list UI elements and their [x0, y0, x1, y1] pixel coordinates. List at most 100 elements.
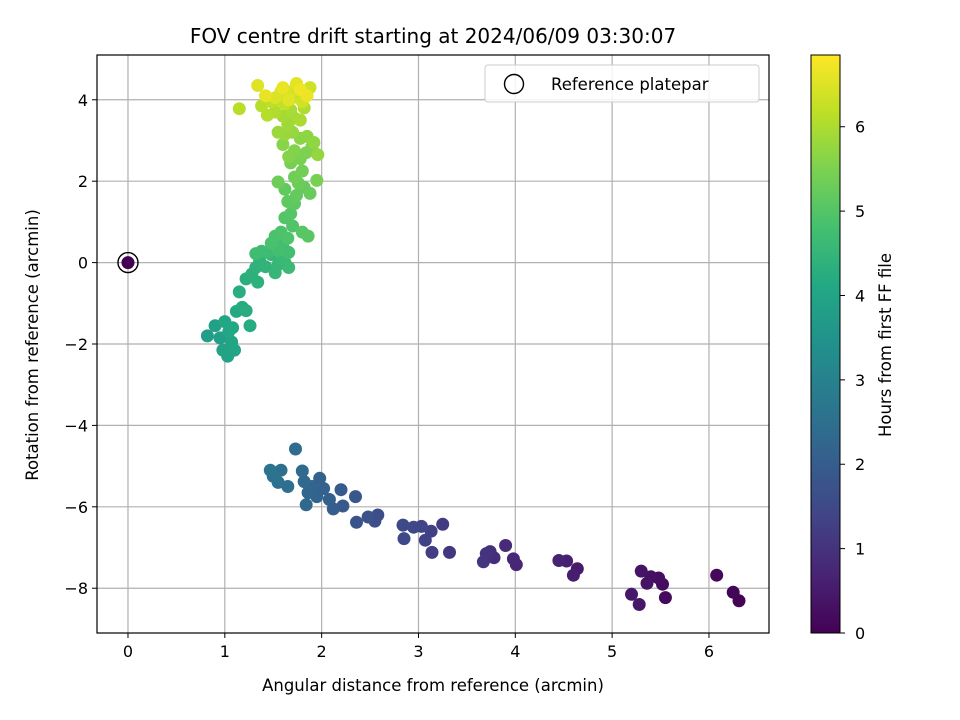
y-tick-label: 2 [78, 172, 88, 191]
data-point [506, 552, 520, 566]
x-tick-label: 6 [704, 642, 714, 661]
chart-title: FOV centre drift starting at 2024/06/09 … [190, 24, 676, 48]
data-point [297, 475, 311, 489]
data-point [282, 261, 296, 274]
colorbar-tick-label: 6 [855, 118, 865, 137]
data-point [396, 518, 410, 532]
colorbar-tick-label: 3 [855, 371, 865, 390]
data-point [499, 539, 513, 552]
data-point [282, 150, 296, 164]
data-point [710, 568, 724, 582]
data-point [268, 266, 282, 280]
data-point [276, 138, 290, 151]
data-point [281, 480, 295, 493]
y-tick-label: 0 [78, 254, 88, 273]
y-tick-label: −6 [64, 498, 88, 517]
data-point [251, 79, 265, 92]
x-tick-label: 0 [123, 642, 133, 661]
data-point [259, 89, 272, 103]
colorbar-tick-label: 5 [855, 202, 865, 221]
colorbar-label: Hours from first FF file [876, 253, 895, 437]
colorbar-tick-label: 1 [855, 540, 865, 559]
reference-point [121, 256, 135, 270]
data-point [349, 490, 362, 504]
data-point [634, 564, 648, 578]
data-point [418, 533, 432, 547]
data-point [239, 304, 253, 318]
data-point [284, 207, 298, 221]
data-point [200, 329, 214, 343]
y-tick-label: −2 [64, 335, 88, 354]
data-point [632, 598, 646, 611]
data-point [276, 81, 290, 95]
data-point [299, 498, 313, 512]
y-axis-ticks: −8 −6 −4 −2 0 2 4 [64, 91, 97, 598]
data-point [425, 545, 439, 559]
data-point [259, 260, 272, 274]
data-point [350, 515, 363, 529]
data-point [407, 520, 421, 534]
legend-marker [503, 73, 525, 95]
data-point [282, 245, 296, 259]
colorbar-gradient [810, 54, 841, 634]
data-point [268, 91, 282, 105]
y-tick-label: −4 [64, 416, 88, 435]
data-point [249, 247, 263, 261]
data-point [301, 486, 315, 500]
scatter-points [200, 77, 746, 611]
legend: Reference platepar [484, 64, 760, 103]
colorbar-tick-label: 0 [855, 624, 865, 643]
data-point [243, 319, 257, 333]
data-point [313, 471, 327, 485]
data-point [726, 585, 740, 599]
data-point [658, 591, 672, 605]
data-point [286, 219, 300, 233]
data-point [334, 483, 348, 497]
data-point [566, 568, 580, 582]
data-point [307, 136, 321, 149]
data-point [289, 442, 302, 456]
data-point [271, 125, 285, 139]
y-tick-label: −8 [64, 579, 88, 598]
colorbar-tick-label: 2 [855, 455, 865, 474]
data-point [208, 319, 222, 333]
data-point [552, 554, 566, 567]
legend-entry-reference: Reference platepar [551, 75, 709, 94]
data-point [226, 321, 240, 335]
data-point [443, 545, 456, 559]
data-point [251, 275, 265, 289]
data-point [640, 576, 654, 590]
x-tick-label: 2 [317, 642, 327, 661]
data-point [476, 555, 490, 569]
data-point [293, 83, 307, 97]
y-tick-label: 4 [78, 91, 88, 110]
x-tick-label: 1 [220, 642, 230, 661]
data-point [361, 510, 375, 524]
data-point [232, 102, 246, 116]
data-point [310, 173, 324, 187]
data-point [436, 517, 450, 531]
x-axis-label: Angular distance from reference (arcmin) [262, 676, 604, 695]
y-axis-label: Rotation from reference (arcmin) [23, 209, 42, 481]
data-point [263, 463, 277, 477]
reference-ring [117, 251, 139, 274]
x-tick-label: 5 [607, 642, 617, 661]
data-point [228, 343, 241, 357]
data-point [301, 229, 315, 243]
data-point [290, 188, 303, 202]
reference-marker [117, 251, 139, 274]
data-point [295, 464, 309, 478]
x-tick-label: 4 [510, 642, 520, 661]
data-point [271, 175, 285, 189]
data-point [260, 108, 274, 122]
colorbar: 0 1 2 3 4 5 6 Hours from first FF file [810, 54, 895, 643]
data-point [303, 186, 317, 200]
data-point [281, 231, 295, 245]
data-point [282, 93, 296, 107]
legend-box [484, 64, 760, 103]
data-point [322, 493, 336, 506]
data-point [293, 113, 307, 127]
colorbar-ticks: 0 1 2 3 4 5 6 [840, 118, 865, 643]
data-point [625, 587, 638, 601]
